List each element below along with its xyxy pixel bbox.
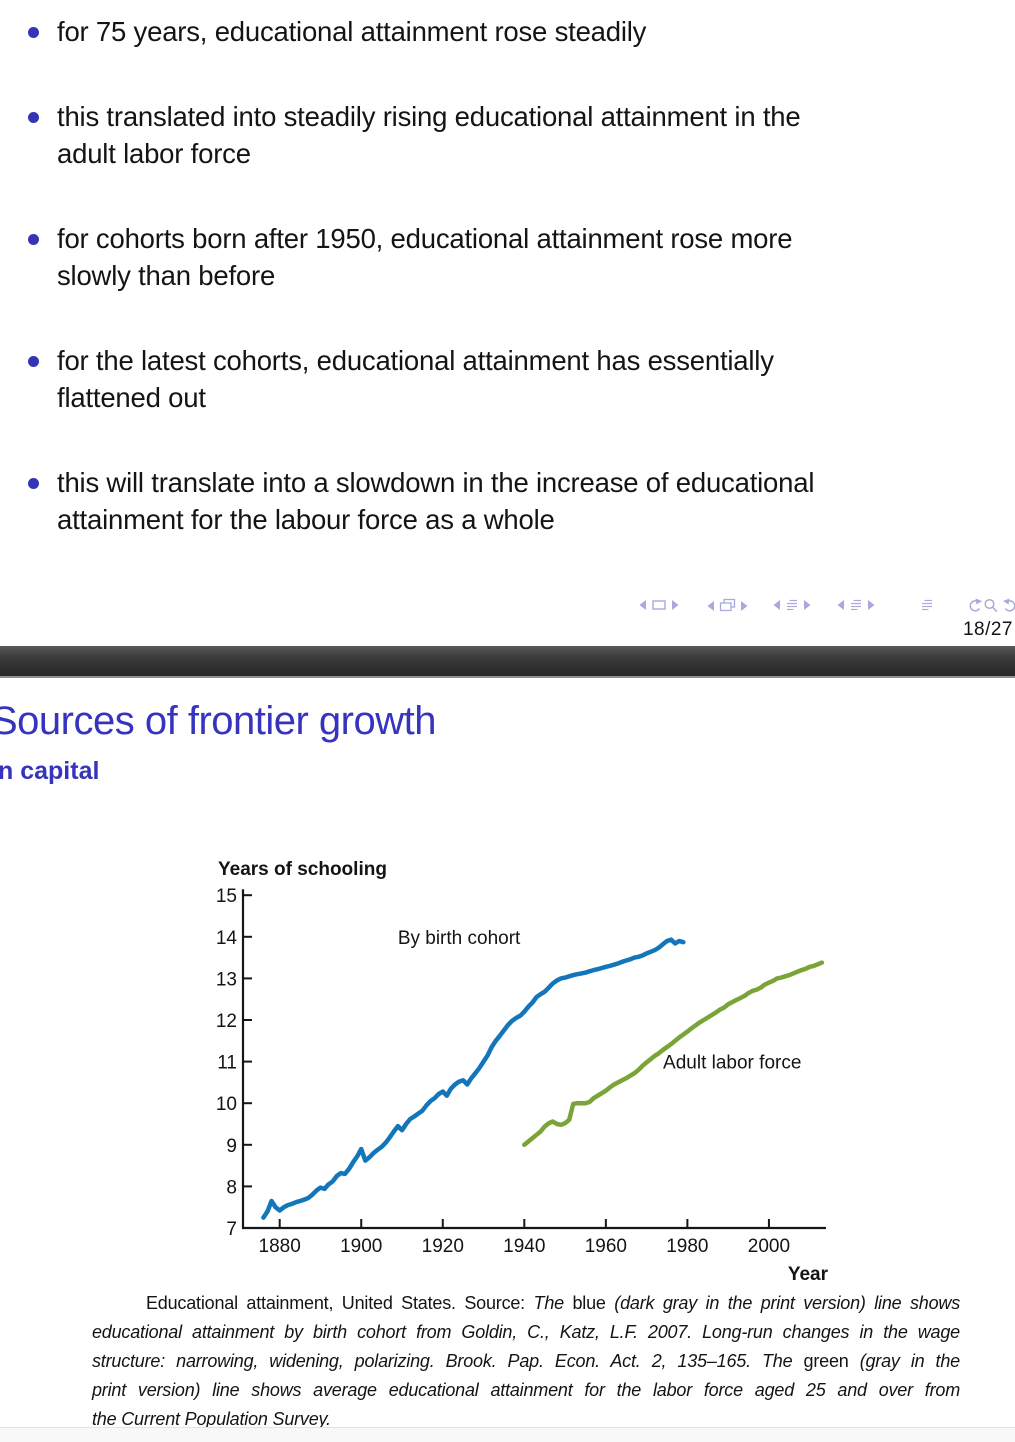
x-tick-label: 1980: [666, 1236, 708, 1257]
page-separator-bar: [0, 646, 1015, 678]
caption-segment: educational attainment by birth cohort f…: [92, 1322, 960, 1342]
next-section-icon[interactable]: [867, 598, 876, 612]
series-label: Adult labor force: [663, 1053, 801, 1074]
section-nav-group: [836, 598, 876, 612]
appendix-nav-group: [920, 598, 934, 612]
y-tick-label: 15: [216, 886, 237, 907]
prev-subsection-icon[interactable]: [772, 598, 781, 612]
bullet-line: flattened out: [57, 382, 206, 413]
x-tick-label: 1940: [503, 1236, 545, 1257]
bullet-line: adult labor force: [57, 138, 251, 169]
y-tick-label: 9: [226, 1136, 237, 1157]
bullet-line: for 75 years, educational attainment ros…: [57, 16, 647, 47]
bullet-item: for 75 years, educational attainment ros…: [28, 13, 968, 50]
prev-section-icon[interactable]: [836, 598, 845, 612]
chart-title: Years of schooling: [218, 859, 387, 880]
x-tick-label: 1920: [422, 1236, 464, 1257]
bullet-item: this translated into steadily rising edu…: [28, 98, 968, 172]
slide-title: Sources of frontier growth: [0, 699, 437, 743]
caption-segment: Educational attainment, United States. S…: [146, 1293, 534, 1313]
y-tick-label: 12: [216, 1011, 237, 1032]
history-back-group: [966, 598, 983, 613]
frames-icon[interactable]: [719, 598, 736, 613]
subsection-nav-group: [772, 598, 812, 612]
caption-line: print version) line shows average educat…: [92, 1376, 960, 1405]
bullet-line: attainment for the labour force as a who…: [57, 504, 555, 535]
x-tick-label: 1880: [259, 1236, 301, 1257]
slide-subtitle: n capital: [0, 757, 100, 785]
x-tick-label: 1900: [340, 1236, 382, 1257]
slide-nav-group: [638, 598, 680, 612]
next-frame-icon[interactable]: [740, 599, 749, 613]
caption-segment: (gray in the: [859, 1351, 960, 1371]
next-page-edge: [0, 1427, 1015, 1442]
bullet-line: this will translate into a slowdown in t…: [57, 467, 815, 498]
section-icon[interactable]: [849, 598, 863, 612]
slide-frame-icon[interactable]: [651, 598, 667, 612]
caption-segment: blue: [572, 1293, 615, 1313]
forward-icon[interactable]: [1002, 598, 1015, 613]
bullet-line: this translated into steadily rising edu…: [57, 101, 801, 132]
educational-attainment-chart: 7 8 9 10 11 12 13 14 15 1880 1900 1920 1940 1960 1980 2…: [216, 859, 829, 1285]
series-by-birth-cohort: [261, 937, 686, 1220]
y-tick-label: 11: [217, 1053, 237, 1074]
next-slide-icon[interactable]: [671, 598, 680, 612]
frame-nav-group: [706, 598, 749, 613]
caption-segment: structure: narrowing, widening, polarizi…: [92, 1351, 804, 1371]
bullet-item: this will translate into a slowdown in t…: [28, 464, 968, 538]
bullet-marker-icon: [28, 234, 39, 245]
y-tick-label: 13: [216, 969, 237, 990]
back-icon[interactable]: [966, 598, 983, 613]
bullet-marker-icon: [28, 478, 39, 489]
y-tick-label: 10: [216, 1094, 237, 1115]
appendix-icon[interactable]: [920, 598, 934, 612]
caption-line: Educational attainment, United States. S…: [92, 1289, 960, 1318]
next-subsection-icon[interactable]: [803, 598, 812, 612]
bullet-line: for cohorts born after 1950, educational…: [57, 223, 793, 254]
y-tick-label: 7: [226, 1219, 237, 1240]
caption-line: educational attainment by birth cohort f…: [92, 1318, 960, 1347]
bullet-item: for the latest cohorts, educational atta…: [28, 342, 968, 416]
x-tick-label: 1960: [585, 1236, 627, 1257]
bullet-marker-icon: [28, 356, 39, 367]
prev-frame-icon[interactable]: [706, 599, 715, 613]
caption-segment: the Current Population Survey.: [92, 1409, 331, 1429]
caption-segment: The: [533, 1293, 573, 1313]
search-group: [983, 598, 999, 614]
figure-caption: Educational attainment, United States. S…: [92, 1289, 960, 1434]
y-tick-label: 14: [216, 928, 238, 949]
bullet-item: for cohorts born after 1950, educational…: [28, 220, 968, 294]
x-axis-label: Year: [788, 1264, 829, 1285]
series-adult-labor-force: [522, 960, 825, 1148]
bullet-line: slowly than before: [57, 260, 276, 291]
prev-slide-icon[interactable]: [638, 598, 647, 612]
y-tick-label: 8: [226, 1177, 237, 1198]
caption-segment: print version) line shows average educat…: [92, 1380, 960, 1400]
history-forward-group: [1002, 598, 1015, 613]
subsection-icon[interactable]: [785, 598, 799, 612]
caption-segment: green: [803, 1351, 860, 1371]
caption-line: the Current Population Survey.: [92, 1405, 960, 1434]
bullet-line: for the latest cohorts, educational atta…: [57, 345, 774, 376]
bullet-marker-icon: [28, 112, 39, 123]
caption-line: structure: narrowing, widening, polarizi…: [92, 1347, 960, 1376]
bullet-list: for 75 years, educational attainment ros…: [28, 13, 968, 586]
page-indicator: 18/27: [962, 619, 1013, 640]
caption-segment: (dark gray in the print version) line sh…: [614, 1293, 961, 1313]
beamer-nav-bar: [630, 598, 1015, 616]
series-label: By birth cohort: [398, 928, 521, 949]
bullet-marker-icon: [28, 27, 39, 38]
search-icon[interactable]: [983, 598, 999, 614]
x-tick-label: 2000: [748, 1236, 790, 1257]
